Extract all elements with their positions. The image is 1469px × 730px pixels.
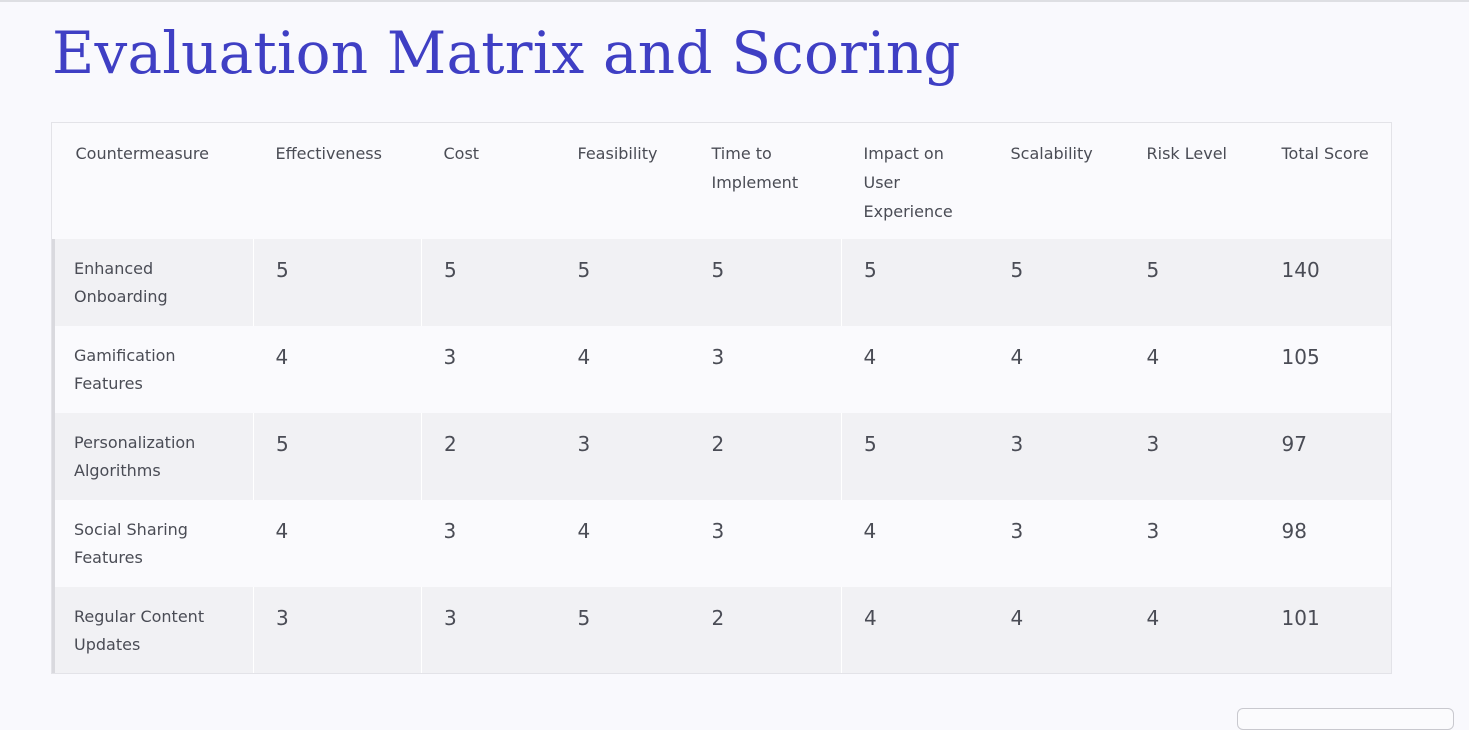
scalability-cell: 3 (988, 413, 1125, 500)
countermeasure-cell: Gamification Features (52, 326, 254, 413)
bottom-right-button[interactable] (1237, 708, 1454, 730)
scalability-cell: 4 (988, 587, 1125, 673)
cost-cell: 5 (421, 239, 556, 326)
cost-cell: 2 (421, 413, 556, 500)
effectiveness-cell: 4 (253, 500, 422, 587)
countermeasure-cell: Social Sharing Features (52, 500, 254, 587)
header-row: Countermeasure Effectiveness Cost Feasib… (54, 123, 1392, 239)
table-row: Personalization Algorithms 5 2 3 2 5 3 3… (52, 413, 1391, 500)
total-score-cell: 98 (1259, 500, 1391, 587)
header-time-to-implement: Time to Implement (711, 144, 799, 192)
risk-level-cell: 3 (1124, 500, 1260, 587)
header-countermeasure: Countermeasure (75, 144, 209, 163)
table-row: Gamification Features 4 3 4 3 4 4 4 105 (52, 326, 1391, 413)
feasibility-cell: 4 (555, 326, 690, 413)
header-feasibility: Feasibility (577, 144, 658, 163)
impact-on-user-experience-cell: 4 (841, 326, 989, 413)
effectiveness-cell: 3 (253, 587, 422, 673)
cost-cell: 3 (421, 500, 556, 587)
impact-on-user-experience-cell: 4 (841, 500, 989, 587)
time-to-implement-cell: 3 (689, 326, 842, 413)
risk-level-cell: 4 (1124, 587, 1260, 673)
feasibility-cell: 3 (555, 413, 690, 500)
time-to-implement-cell: 5 (689, 239, 842, 326)
scalability-cell: 3 (988, 500, 1125, 587)
impact-on-user-experience-cell: 4 (841, 587, 989, 673)
feasibility-cell: 4 (555, 500, 690, 587)
time-to-implement-cell: 2 (689, 413, 842, 500)
table-row: Regular Content Updates 3 3 5 2 4 4 4 10… (52, 587, 1391, 673)
table-body: Enhanced Onboarding 5 5 5 5 5 5 5 140 Ga… (52, 239, 1391, 673)
header-cost: Cost (443, 144, 480, 163)
effectiveness-cell: 5 (253, 413, 422, 500)
header-risk-level: Risk Level (1146, 144, 1227, 163)
table-row: Social Sharing Features 4 3 4 3 4 3 3 98 (52, 500, 1391, 587)
time-to-implement-cell: 3 (689, 500, 842, 587)
top-divider (0, 0, 1469, 2)
header-impact-on-user-experience: Impact on User Experience (863, 144, 953, 221)
header-total-score: Total Score (1281, 144, 1369, 163)
evaluation-matrix-table: Countermeasure Effectiveness Cost Feasib… (52, 123, 1392, 673)
risk-level-cell: 4 (1124, 326, 1260, 413)
header-effectiveness: Effectiveness (275, 144, 382, 163)
effectiveness-cell: 4 (253, 326, 422, 413)
evaluation-table-container: Countermeasure Effectiveness Cost Feasib… (51, 122, 1392, 674)
feasibility-cell: 5 (555, 587, 690, 673)
cost-cell: 3 (421, 587, 556, 673)
scalability-cell: 4 (988, 326, 1125, 413)
time-to-implement-cell: 2 (689, 587, 842, 673)
table-row: Enhanced Onboarding 5 5 5 5 5 5 5 140 (52, 239, 1391, 326)
risk-level-cell: 5 (1124, 239, 1260, 326)
countermeasure-cell: Personalization Algorithms (52, 413, 254, 500)
table-header: Countermeasure Effectiveness Cost Feasib… (54, 123, 1392, 239)
total-score-cell: 140 (1259, 239, 1391, 326)
effectiveness-cell: 5 (253, 239, 422, 326)
impact-on-user-experience-cell: 5 (841, 239, 989, 326)
countermeasure-cell: Regular Content Updates (52, 587, 254, 673)
cost-cell: 3 (421, 326, 556, 413)
risk-level-cell: 3 (1124, 413, 1260, 500)
total-score-cell: 105 (1259, 326, 1391, 413)
countermeasure-cell: Enhanced Onboarding (52, 239, 254, 326)
page-title: Evaluation Matrix and Scoring (52, 19, 961, 87)
total-score-cell: 101 (1259, 587, 1391, 673)
total-score-cell: 97 (1259, 413, 1391, 500)
header-scalability: Scalability (1010, 144, 1093, 163)
impact-on-user-experience-cell: 5 (841, 413, 989, 500)
scalability-cell: 5 (988, 239, 1125, 326)
feasibility-cell: 5 (555, 239, 690, 326)
